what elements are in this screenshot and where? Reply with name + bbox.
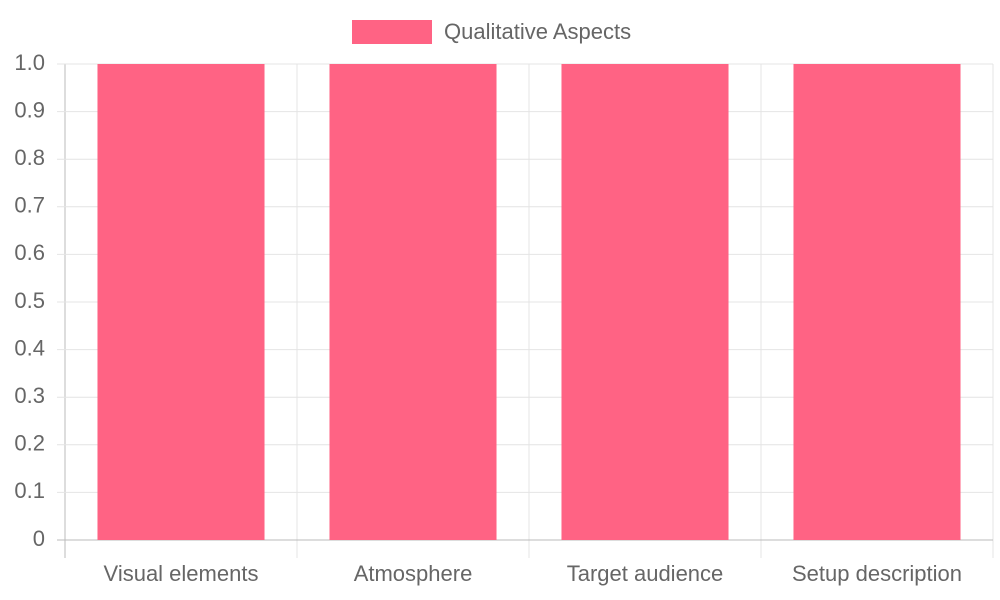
- bar: [793, 64, 961, 540]
- bar: [329, 64, 497, 540]
- y-tick-label: 0.7: [14, 193, 45, 218]
- y-tick-label: 0: [33, 526, 45, 551]
- x-tick-label: Target audience: [567, 561, 724, 586]
- y-tick-label: 0.4: [14, 335, 45, 360]
- x-tick-label: Atmosphere: [354, 561, 473, 586]
- legend-label: Qualitative Aspects: [444, 19, 631, 44]
- x-tick-label: Setup description: [792, 561, 962, 586]
- legend-swatch: [352, 20, 432, 44]
- y-tick-label: 0.6: [14, 240, 45, 265]
- y-tick-label: 0.1: [14, 478, 45, 503]
- y-tick-label: 0.2: [14, 431, 45, 456]
- y-tick-label: 1.0: [14, 50, 45, 75]
- bar: [561, 64, 729, 540]
- y-tick-label: 0.8: [14, 145, 45, 170]
- y-tick-label: 0.3: [14, 383, 45, 408]
- bar: [97, 64, 265, 540]
- y-tick-label: 0.9: [14, 97, 45, 122]
- y-tick-label: 0.5: [14, 288, 45, 313]
- x-tick-label: Visual elements: [104, 561, 259, 586]
